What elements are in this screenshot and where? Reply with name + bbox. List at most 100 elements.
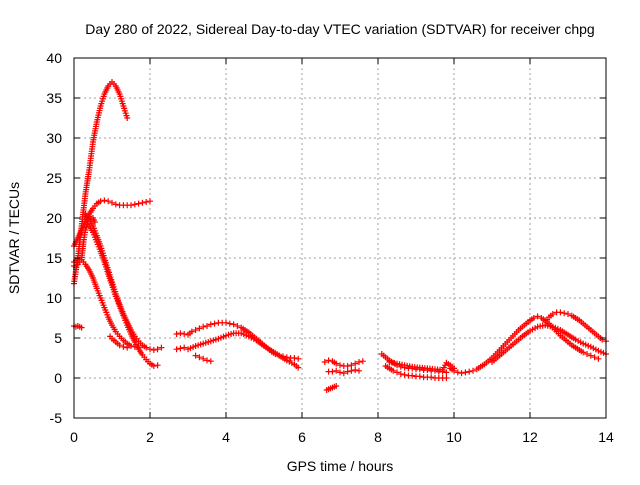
- data-point: [443, 369, 450, 376]
- y-axis-label: SDTVAR / TECUs: [6, 182, 22, 294]
- data-point: [397, 371, 404, 377]
- data-point: [154, 362, 161, 369]
- data-point: [173, 346, 180, 353]
- data-point: [223, 319, 229, 326]
- data-point: [443, 375, 450, 381]
- grid-layer: [74, 58, 606, 418]
- data-point: [454, 369, 461, 376]
- data-point: [295, 364, 302, 371]
- data-point: [416, 373, 423, 380]
- data-point: [333, 367, 340, 374]
- chart-title: Day 280 of 2022, Sidereal Day-to-day VTE…: [85, 21, 594, 37]
- data-point: [82, 227, 89, 233]
- series-midday-near-7h: [321, 357, 366, 369]
- data-point: [226, 320, 233, 327]
- series-early-6.5: [71, 323, 85, 331]
- data-point: [325, 357, 332, 364]
- tick-layer: 0 2 4 6 8 10 12 14 -5 0 5 10 15 20 25 30 35 40: [46, 50, 614, 445]
- data-point: [580, 349, 587, 356]
- data-point: [188, 328, 195, 335]
- data-point: [591, 354, 598, 361]
- y-tick-label: 0: [54, 370, 62, 386]
- data-point: [101, 197, 108, 204]
- data-point: [97, 198, 104, 205]
- y-tick-label: 10: [46, 290, 62, 306]
- data-point: [181, 344, 188, 351]
- data-point: [192, 327, 199, 333]
- data-point: [158, 344, 165, 351]
- data-point: [409, 372, 416, 379]
- data-point: [128, 343, 134, 349]
- data-point: [124, 115, 131, 121]
- data-point: [348, 367, 355, 374]
- data-point: [348, 362, 355, 369]
- x-tick-label: 10: [446, 429, 462, 445]
- data-point: [139, 199, 146, 206]
- data-point: [587, 352, 594, 359]
- y-tick-label: -5: [50, 410, 63, 426]
- data-point: [84, 221, 91, 228]
- data-point: [451, 367, 457, 374]
- data-point: [135, 200, 142, 207]
- data-point: [143, 344, 150, 351]
- data-point: [147, 346, 153, 353]
- data-point: [390, 367, 397, 374]
- series-decay-from-19: [82, 219, 161, 369]
- data-point: [394, 369, 400, 376]
- data-point: [200, 355, 207, 362]
- data-point: [230, 321, 237, 328]
- data-point: [359, 358, 366, 365]
- data-point: [565, 311, 571, 317]
- data-point: [74, 255, 81, 262]
- data-point: [109, 199, 115, 206]
- data-point: [557, 309, 564, 316]
- series-early-spread: [71, 213, 98, 271]
- data-point: [340, 370, 347, 377]
- data-point: [120, 343, 127, 350]
- data-point: [124, 344, 131, 351]
- data-point: [78, 324, 85, 331]
- data-point: [344, 368, 351, 375]
- data-point: [150, 347, 157, 353]
- data-point: [112, 201, 119, 208]
- data-point: [291, 355, 298, 361]
- data-point: [333, 360, 340, 367]
- series-arc-near-4h-lower: [173, 330, 302, 371]
- x-axis-label: GPS time / hours: [287, 458, 394, 474]
- series-cluster-near-1h: [107, 333, 131, 351]
- data-point: [337, 362, 343, 369]
- x-tick-label: 12: [522, 429, 538, 445]
- x-tick-label: 8: [374, 429, 382, 445]
- x-tick-label: 4: [222, 429, 230, 445]
- data-point: [561, 310, 568, 317]
- series-rise-to-12h: [447, 313, 602, 377]
- x-tick-label: 14: [598, 429, 614, 445]
- data-point: [131, 201, 138, 208]
- data-point: [401, 371, 408, 378]
- data-point: [128, 202, 134, 209]
- plot-frame: [73, 57, 607, 419]
- data-point: [534, 313, 541, 320]
- data-point: [86, 213, 93, 220]
- series-rise-to-12h-b: [489, 322, 609, 365]
- data-point: [352, 360, 359, 367]
- data-point: [177, 345, 184, 352]
- data-point: [211, 320, 218, 327]
- y-tick-label: 5: [54, 330, 62, 346]
- x-tick-label: 0: [70, 429, 78, 445]
- data-point: [321, 359, 328, 365]
- x-tick-label: 6: [298, 429, 306, 445]
- series-dip-near-3.3h: [192, 352, 214, 365]
- data-point: [181, 331, 188, 337]
- data-point: [84, 218, 91, 225]
- data-point: [143, 199, 150, 205]
- data-point: [356, 367, 362, 374]
- data-point: [204, 357, 210, 364]
- data-point: [333, 383, 340, 389]
- y-tick-label: 30: [46, 130, 62, 146]
- series-negative-near-6.8h: [323, 383, 340, 393]
- series-flat-8-10h-b: [382, 363, 450, 381]
- data-point: [344, 363, 351, 369]
- series-midday-near-7h-lower: [325, 367, 362, 377]
